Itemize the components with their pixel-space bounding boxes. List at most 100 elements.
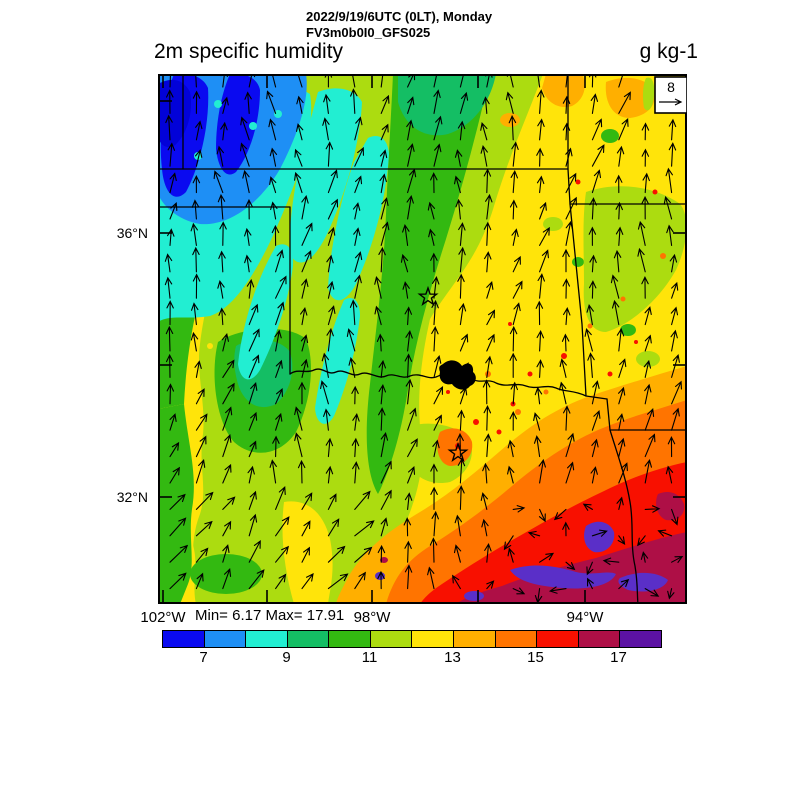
wind-arrow <box>217 280 225 299</box>
wind-arrow <box>457 409 465 431</box>
wind-arrow <box>245 198 253 220</box>
wind-arrow <box>244 227 252 246</box>
wind-arrow <box>248 354 260 378</box>
colorbar-cell <box>287 631 330 647</box>
wind-arrow <box>240 116 250 141</box>
wind-arrow <box>271 224 280 246</box>
wind-arrow <box>458 222 466 246</box>
wind-arrow <box>275 275 287 299</box>
wind-arrow <box>404 353 413 378</box>
wind-arrow <box>665 465 674 484</box>
wind-arrow <box>618 578 630 590</box>
wind-arrow <box>565 461 575 484</box>
wind-arrow <box>377 570 385 590</box>
wind-arrow <box>275 359 283 378</box>
wind-arrow <box>507 465 515 484</box>
wind-arrow <box>274 329 282 352</box>
wind-arrow <box>380 221 390 246</box>
wind-arrow <box>485 355 493 378</box>
wind-arrow <box>349 299 358 326</box>
wind-arrow <box>589 197 597 220</box>
wind-arrow <box>376 333 385 352</box>
wind-arrow <box>582 503 593 511</box>
wind-arrow <box>269 459 277 484</box>
wind-arrow <box>641 276 649 299</box>
wind-arrow <box>195 435 207 458</box>
colorbar-tick-label: 13 <box>444 649 461 666</box>
wind-arrow <box>431 299 439 326</box>
wind-arrow <box>248 411 258 431</box>
wind-arrow <box>275 249 284 273</box>
wind-arrow <box>454 514 463 537</box>
wind-arrow <box>610 274 620 299</box>
wind-arrow <box>536 147 544 167</box>
wind-arrow <box>220 121 228 141</box>
wind-arrow <box>616 413 625 431</box>
wind-arrow <box>433 143 442 167</box>
wind-arrow <box>327 493 337 510</box>
wind-arrow <box>327 226 336 246</box>
wind-arrow <box>327 169 338 194</box>
wind-arrow <box>510 169 519 194</box>
wind-arrow <box>561 333 570 352</box>
wind-arrow <box>301 546 310 563</box>
wind-arrow <box>378 359 387 378</box>
lat-label-32n: 32°N <box>116 489 148 505</box>
wind-arrow <box>565 561 576 571</box>
wind-arrow <box>294 432 303 458</box>
wind-arrow <box>433 385 444 405</box>
wind-arrow <box>301 520 311 537</box>
colorbar-tick-label: 17 <box>610 649 627 666</box>
colorbar-cell <box>370 631 413 647</box>
wind-arrow <box>407 143 415 167</box>
wind-arrow <box>326 327 334 352</box>
wind-arrow <box>480 145 488 167</box>
wind-arrow <box>509 411 517 431</box>
wind-arrow <box>352 413 360 431</box>
state-borders <box>158 74 687 604</box>
wind-arrow <box>402 281 410 299</box>
wind-arrow <box>321 352 330 378</box>
colorbar-cell <box>454 631 496 647</box>
wind-arrow <box>644 334 652 352</box>
wind-arrow <box>269 176 277 194</box>
wind-arrow <box>217 193 226 220</box>
wind-arrow <box>457 273 465 299</box>
wind-arrow <box>301 278 309 299</box>
wind-arrow <box>538 458 546 484</box>
wind-arrow <box>407 168 417 194</box>
wind-arrow <box>246 278 255 299</box>
wind-arrow <box>348 357 356 378</box>
wind-arrow <box>587 577 594 590</box>
wind-arrow <box>354 571 366 590</box>
wind-arrow <box>637 535 646 547</box>
wind-arrow <box>512 302 521 326</box>
wind-arrow <box>641 148 650 167</box>
wind-arrow <box>325 141 334 167</box>
wind-arrow <box>195 459 206 484</box>
wind-arrow <box>641 195 649 220</box>
colorbar-cell <box>412 631 455 647</box>
wind-arrow <box>301 250 312 273</box>
wind-arrow <box>405 330 413 352</box>
wind-arrow <box>559 358 567 378</box>
wind-arrow <box>536 329 545 352</box>
wind-arrow <box>429 537 438 563</box>
wind-arrow <box>430 172 438 194</box>
wind-arrow <box>190 302 199 326</box>
wind-arrow <box>301 222 313 246</box>
wind-arrow <box>350 88 358 114</box>
wind-arrow <box>562 278 571 299</box>
wind-arrow <box>537 118 545 141</box>
wind-arrow <box>482 462 490 484</box>
wind-arrow <box>166 89 174 114</box>
wind-arrow <box>380 197 389 220</box>
wind-arrow <box>537 273 545 299</box>
wind-arrow <box>642 172 650 194</box>
wind-arrow <box>427 201 436 220</box>
wind-arrow <box>665 167 673 194</box>
wind-arrow <box>459 333 469 352</box>
wind-arrow <box>248 513 258 537</box>
wind-arrow <box>533 412 541 431</box>
wind-arrow <box>458 246 466 273</box>
